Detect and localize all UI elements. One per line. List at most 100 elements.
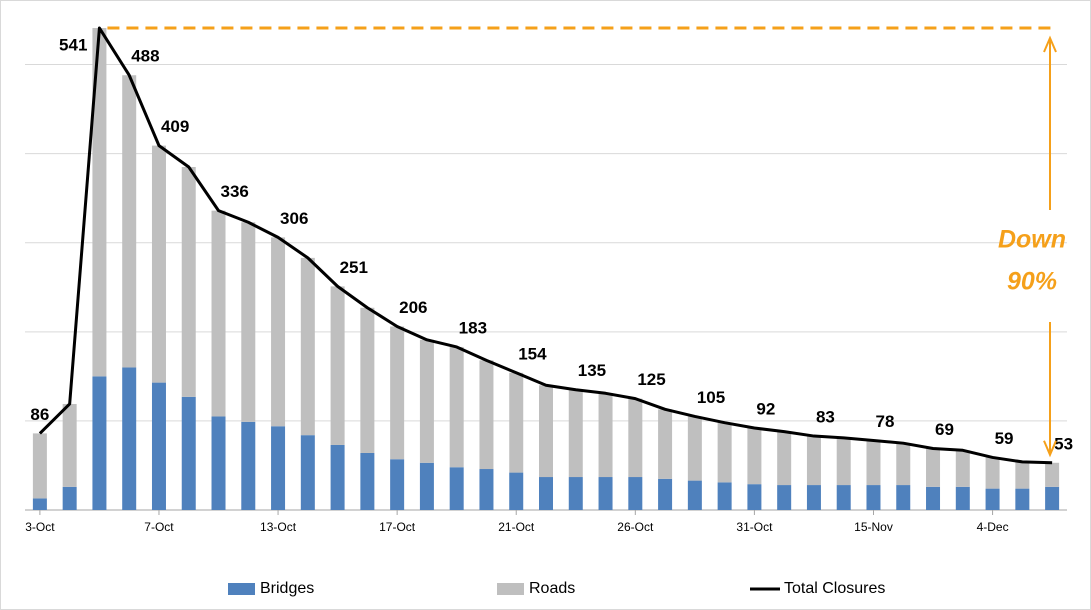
data-label: 183 (459, 318, 487, 337)
bar-segment (300, 435, 315, 510)
bar-segment (568, 389, 583, 478)
bar-segment (330, 444, 345, 510)
bar-segment (151, 382, 166, 510)
bar-segment (747, 428, 762, 485)
bar-segment (985, 488, 1000, 510)
bar-segment (1015, 488, 1030, 510)
bar-segment (777, 431, 792, 486)
bar-segment (926, 486, 941, 510)
x-tick-label: 7-Oct (144, 520, 174, 534)
data-label: 336 (221, 182, 249, 201)
arrow-head (1043, 35, 1057, 53)
bar-segment (806, 436, 821, 486)
bar-segment (628, 477, 643, 510)
bar-segment (479, 360, 494, 470)
bar-segment (687, 416, 702, 481)
x-tick-label: 17-Oct (379, 520, 416, 534)
bar-segment (598, 393, 613, 478)
bar-segment (360, 452, 375, 510)
bar-segment (539, 477, 553, 510)
bar-segment (658, 478, 673, 510)
bar-segment (1045, 486, 1060, 510)
bar-segment (985, 457, 1000, 489)
bar-segment (271, 237, 286, 427)
bar-segment (598, 477, 613, 510)
total-line (38, 26, 1053, 465)
bar-segment (32, 498, 47, 510)
bar-segment (687, 480, 702, 510)
bar-segment (122, 75, 137, 368)
bar-segment (866, 440, 881, 486)
data-label: 125 (637, 370, 665, 389)
bar-segment (866, 485, 881, 510)
bar-segment (181, 167, 196, 397)
bar-segment (479, 469, 494, 510)
bar-segment (955, 486, 970, 510)
legend-swatch (228, 583, 255, 595)
bar-segment (92, 28, 107, 377)
data-label: 251 (340, 258, 368, 277)
bar-segment (92, 376, 107, 510)
data-label: 488 (131, 47, 159, 66)
data-label: 59 (995, 429, 1014, 448)
bar-segment (628, 398, 643, 478)
data-label: 135 (578, 361, 606, 380)
bar-segment (539, 385, 553, 478)
bar-segment (181, 396, 196, 510)
bar-segment (1015, 461, 1030, 489)
bar-segment (449, 467, 464, 510)
data-label: 92 (756, 400, 775, 419)
annotation: Down (998, 226, 1066, 254)
bar-segment (390, 459, 405, 510)
data-label: 78 (875, 412, 894, 431)
data-label: 53 (1054, 434, 1073, 453)
bar-segment (300, 257, 315, 436)
bar-segment (806, 485, 821, 510)
bar-segment (330, 286, 345, 445)
bar-segment (360, 307, 375, 453)
data-label: 86 (30, 405, 49, 424)
bar-segment (717, 422, 732, 483)
bar-segment (122, 367, 137, 510)
bar-segment (151, 145, 166, 383)
data-label: 409 (161, 117, 189, 136)
legend-label: Total Closures (784, 580, 885, 597)
x-tick-label: 13-Oct (260, 520, 297, 534)
x-tick-label: 3-Oct (25, 520, 55, 534)
x-tick-label: 31-Oct (736, 520, 773, 534)
bar-segment (777, 485, 792, 510)
bar-segment (241, 421, 256, 510)
data-label: 83 (816, 408, 835, 427)
bar-segment (509, 472, 524, 510)
bar-segment (62, 486, 77, 510)
data-label: 105 (697, 388, 725, 407)
annotation: 90% (1007, 268, 1057, 296)
bar-segment (32, 433, 47, 499)
data-label: 206 (399, 298, 427, 317)
legend-swatch (497, 583, 524, 595)
bar-segment (568, 477, 583, 510)
bar-segment (1045, 462, 1060, 487)
x-tick-label: 4-Dec (977, 520, 1009, 534)
data-label: 154 (518, 344, 547, 363)
bar-segment (241, 222, 256, 422)
bar-segment (836, 485, 851, 510)
bar-segment (449, 346, 464, 468)
bar-segment (896, 443, 911, 486)
arrow-head (1043, 440, 1057, 458)
bar-segment (658, 409, 673, 479)
data-label: 69 (935, 420, 954, 439)
data-label: 306 (280, 209, 308, 228)
x-tick-label: 15-Nov (854, 520, 893, 534)
bar-segment (509, 372, 524, 473)
bar-segment (271, 426, 286, 510)
bar-segment (836, 437, 851, 486)
bar-segment (896, 485, 911, 510)
bar-segment (926, 448, 941, 487)
bar-segment (747, 484, 762, 510)
bar-segment (955, 450, 970, 487)
bar-segment (211, 416, 226, 510)
legend-label: Bridges (260, 580, 314, 597)
bar-segment (62, 403, 77, 487)
